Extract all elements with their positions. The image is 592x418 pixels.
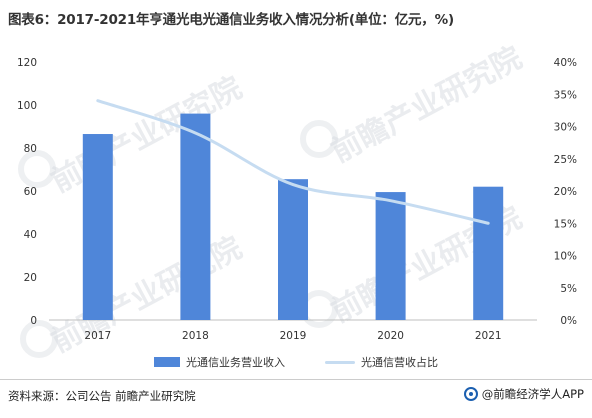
bar (473, 186, 504, 320)
y-right-tick-label: 5% (560, 283, 577, 295)
legend-label-line: 光通信营收占比 (361, 356, 438, 369)
y-right-tick-label: 35% (554, 89, 577, 101)
legend-swatch-bar (154, 357, 180, 367)
y-right-tick-label: 25% (554, 154, 577, 166)
chart-title: 图表6：2017-2021年亨通光电光通信业务收入情况分析(单位：亿元，%) (8, 12, 454, 28)
watermark-logo-icon (300, 120, 338, 158)
watermark-logo-icon (20, 320, 58, 358)
y-right-tick-label: 30% (554, 122, 577, 134)
legend-label-bar: 光通信业务营业收入 (186, 356, 285, 369)
legend-item-bar: 光通信业务营业收入 (154, 354, 285, 370)
y-left-tick-label: 80 (24, 143, 37, 155)
x-tick-label: 2020 (377, 330, 404, 342)
bar (278, 179, 308, 320)
y-right-tick-label: 40% (554, 57, 577, 69)
brand-credit: @前瞻经济学人APP (463, 386, 584, 402)
chart-legend: 光通信业务营业收入 光通信营收占比 (0, 354, 592, 370)
y-left-tick-label: 40 (24, 229, 37, 241)
y-left-tick-label: 0 (30, 315, 37, 327)
legend-swatch-line (325, 360, 355, 364)
y-right-tick-label: 10% (554, 251, 577, 263)
y-right-tick-label: 0% (560, 315, 577, 327)
y-right-tick-label: 15% (554, 218, 577, 230)
y-left-tick-label: 120 (17, 57, 37, 69)
qianzhan-logo-icon (463, 387, 478, 401)
y-right-tick-label: 20% (554, 186, 577, 198)
footer-divider (0, 379, 592, 380)
combo-chart: 0 20 40 60 80 100 120 0% 5% 10% 15% 20% 25% 30% 35% 40%… (17, 57, 577, 342)
x-tick-label: 2017 (84, 330, 111, 342)
bar (375, 192, 406, 320)
source-note: 资料来源：公司公告 前瞻产业研究院 (8, 389, 196, 403)
x-tick-label: 2021 (475, 330, 502, 342)
legend-item-line: 光通信营收占比 (325, 354, 438, 370)
y-left-tick-label: 20 (24, 272, 37, 284)
y-left-tick-label: 100 (17, 100, 37, 112)
y-left-tick-label: 60 (24, 186, 37, 198)
bar (82, 134, 113, 320)
x-tick-label: 2019 (280, 330, 307, 342)
watermark-logo-icon (18, 150, 56, 188)
x-tick-label: 2018 (182, 330, 209, 342)
brand-label: @前瞻经济学人APP (481, 387, 584, 401)
bar (180, 113, 211, 320)
